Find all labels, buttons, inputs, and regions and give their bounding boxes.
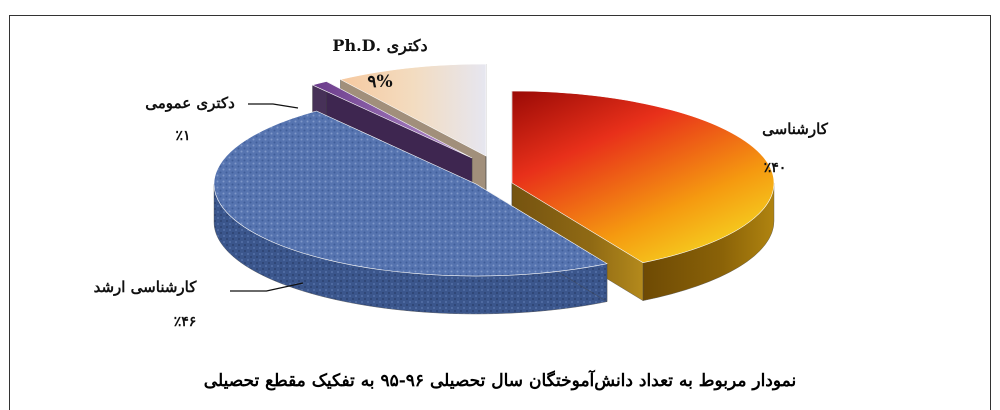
label-karshenasi-pct: ٪۴۰ [763,160,787,176]
label-phd-pct: ۹% [367,72,393,92]
slice-karshenasi [511,90,775,302]
label-omoomi-name: دکتری عمومی [145,94,235,112]
label-arshad-name: کارشناسی ارشد [93,278,197,296]
slice-karshenasi-arshad [213,110,608,315]
label-phd-name: دکتری .Ph.D [332,36,428,55]
leader-line-omoomi [248,103,299,109]
leader-line-arshad [230,282,304,292]
label-omoomi-pct: ٪۱ [175,128,191,144]
label-arshad-pct: ٪۴۶ [173,314,197,330]
chart-caption: نمودار مربوط به تعداد دانش‌آموختگان سال … [203,371,797,391]
label-karshenasi-name: کارشناسی [762,120,828,138]
